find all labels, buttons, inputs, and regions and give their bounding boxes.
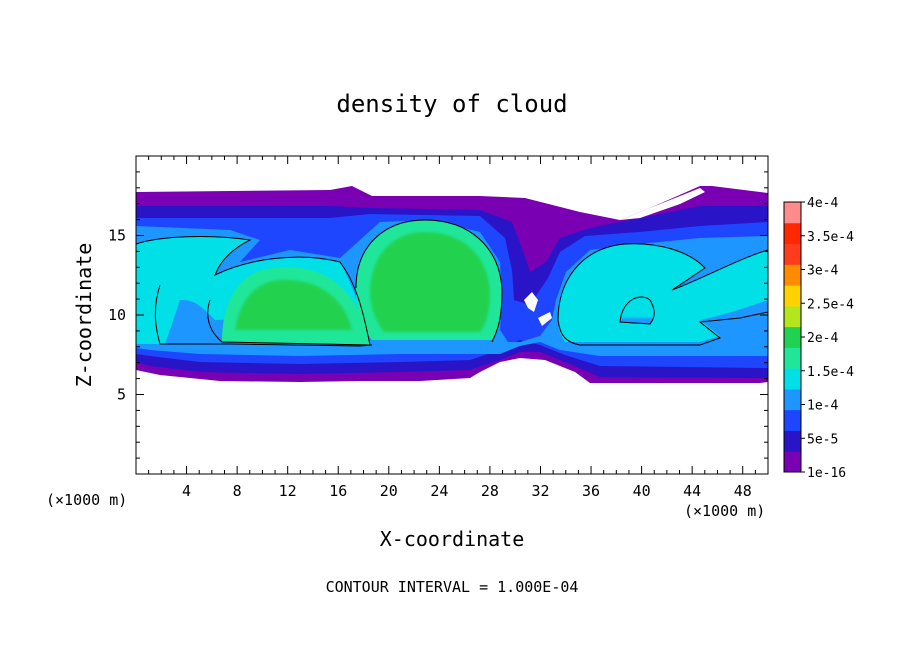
y-tick-label: 5 bbox=[117, 386, 126, 404]
cell-2-core bbox=[370, 232, 490, 332]
colorbar-label: 2.5e-4 bbox=[807, 297, 854, 312]
contour-cell-3 bbox=[557, 243, 768, 346]
y-tick-label: 10 bbox=[108, 306, 126, 324]
x-tick-label: 20 bbox=[380, 482, 398, 500]
x-unit-right: (×1000 m) bbox=[684, 502, 765, 520]
x-unit-left: (×1000 m) bbox=[46, 491, 127, 509]
contour-lines bbox=[136, 219, 768, 347]
colorbar-label: 2e-4 bbox=[807, 331, 838, 346]
chart-title: density of cloud bbox=[336, 90, 567, 118]
colorbar-swatch bbox=[784, 326, 801, 348]
x-tick-label: 36 bbox=[582, 482, 600, 500]
colorbar-swatch bbox=[784, 388, 801, 411]
colorbar-swatch bbox=[784, 202, 801, 224]
x-tick-label: 48 bbox=[734, 482, 752, 500]
y-axis-label: Z-coordinate bbox=[72, 243, 96, 388]
colorbar-swatch bbox=[784, 368, 801, 390]
colorbar-label: 1e-16 bbox=[807, 466, 846, 481]
colorbar-label: 1e-4 bbox=[807, 399, 838, 414]
top-gap bbox=[620, 188, 705, 220]
y-ticks: 5 10 15 bbox=[108, 171, 768, 459]
contour-interval-note: CONTOUR INTERVAL = 1.000E-04 bbox=[326, 578, 579, 596]
colorbar-swatch bbox=[784, 285, 801, 307]
colorbar-label: 3e-4 bbox=[807, 264, 838, 279]
colorbar-swatch bbox=[784, 430, 801, 452]
contour-cell-2 bbox=[355, 219, 503, 343]
x-tick-label: 40 bbox=[633, 482, 651, 500]
colorbar-label: 5e-5 bbox=[807, 432, 838, 447]
x-tick-label: 24 bbox=[430, 482, 448, 500]
x-tick-label: 4 bbox=[182, 482, 191, 500]
colorbar-swatch bbox=[784, 451, 801, 473]
cloud-gap bbox=[524, 292, 538, 312]
colorbar-label: 1.5e-4 bbox=[807, 365, 854, 380]
x-tick-label: 32 bbox=[531, 482, 549, 500]
cell-1-core bbox=[235, 279, 352, 330]
colorbar-swatch bbox=[784, 305, 801, 328]
x-tick-label: 16 bbox=[329, 482, 347, 500]
cloud-gap-2 bbox=[538, 312, 552, 326]
x-tick-label: 28 bbox=[481, 482, 499, 500]
colorbar-label: 4e-4 bbox=[807, 196, 838, 211]
density-field bbox=[136, 186, 768, 383]
x-tick-label: 8 bbox=[233, 482, 242, 500]
contour-cell-1 bbox=[207, 299, 371, 346]
colorbar-swatch bbox=[784, 347, 801, 369]
colorbar: 1e-16 5e-5 1e-4 1.5e-4 2e-4 2.5e-4 3e-4 3.5e-4 4… bbox=[783, 196, 854, 481]
colorbar-swatch bbox=[784, 243, 801, 265]
x-tick-label: 12 bbox=[279, 482, 297, 500]
x-tick-label: 44 bbox=[683, 482, 701, 500]
x-axis-label: X-coordinate bbox=[380, 527, 525, 551]
colorbar-swatch bbox=[784, 409, 801, 431]
colorbar-swatch bbox=[784, 264, 801, 286]
x-ticks: 4 8 12 16 20 24 28 32 36 40 44 48 bbox=[148, 156, 756, 500]
y-tick-label: 15 bbox=[108, 227, 126, 245]
contour-left bbox=[136, 236, 373, 347]
colorbar-label: 3.5e-4 bbox=[807, 230, 854, 245]
colorbar-swatch bbox=[784, 222, 801, 245]
